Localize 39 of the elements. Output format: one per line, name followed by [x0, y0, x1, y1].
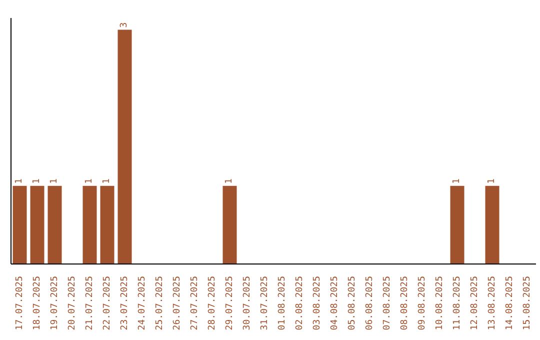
x-tick-label: 21.07.2025 — [84, 276, 95, 330]
x-tick-label: 13.08.2025 — [487, 276, 498, 330]
x-tick-label: 03.08.2025 — [312, 276, 322, 330]
x-tick-label: 22.07.2025 — [102, 276, 112, 330]
x-tick-label: 28.07.2025 — [207, 276, 218, 330]
x-tick-label: 25.07.2025 — [154, 276, 165, 330]
x-tick-label: 18.07.2025 — [32, 276, 42, 330]
x-tick-label: 15.08.2025 — [522, 276, 532, 330]
x-tick-label: 19.07.2025 — [50, 276, 60, 330]
x-tick-label: 14.08.2025 — [504, 276, 515, 330]
x-tick-label: 17.07.2025 — [14, 276, 25, 330]
data-label: 1 — [102, 178, 112, 184]
data-label: 1 — [32, 178, 42, 184]
x-tick-label: 12.08.2025 — [470, 276, 480, 330]
data-label: 1 — [50, 178, 60, 184]
x-tick-label: 07.08.2025 — [382, 276, 392, 330]
x-tick-label: 02.08.2025 — [294, 276, 305, 330]
x-tick-label: 27.07.2025 — [190, 276, 200, 330]
data-label: 3 — [120, 22, 130, 28]
x-tick-label: 31.07.2025 — [260, 276, 270, 330]
x-tick-label: 11.08.2025 — [452, 276, 462, 330]
x-tick-label: 06.08.2025 — [364, 276, 375, 330]
x-tick-label: 23.07.2025 — [120, 276, 130, 330]
data-label: 1 — [84, 178, 95, 184]
data-label: 1 — [14, 178, 25, 184]
x-tick-label: 20.07.2025 — [67, 276, 78, 330]
data-label: 1 — [487, 178, 498, 184]
x-tick-label: 30.07.2025 — [242, 276, 252, 330]
x-tick-label: 09.08.2025 — [417, 276, 428, 330]
x-tick-label: 26.07.2025 — [172, 276, 182, 330]
x-tick-label: 08.08.2025 — [400, 276, 410, 330]
x-tick-label: 04.08.2025 — [330, 276, 340, 330]
x-tick-label: 29.07.2025 — [224, 276, 235, 330]
x-tick-label: 24.07.2025 — [137, 276, 148, 330]
x-tick-label: 10.08.2025 — [434, 276, 445, 330]
data-label: 1 — [224, 178, 235, 184]
data-label: 1 — [452, 178, 462, 184]
x-tick-label: 01.08.2025 — [277, 276, 288, 330]
x-tick-label: 05.08.2025 — [347, 276, 358, 330]
